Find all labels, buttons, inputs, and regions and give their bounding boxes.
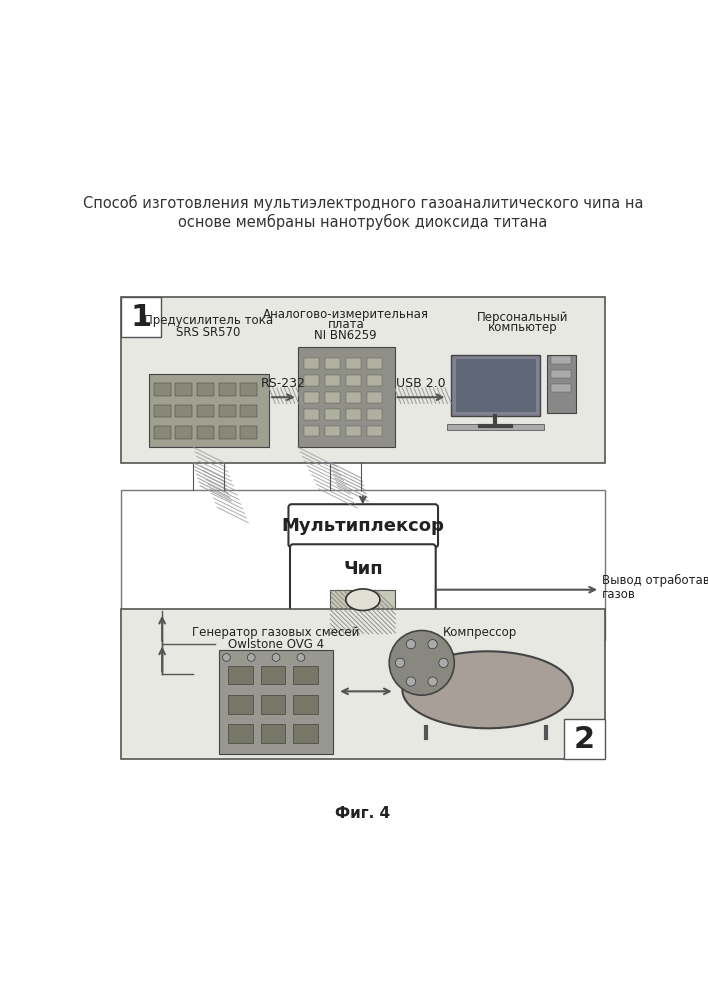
Bar bbox=[176, 405, 193, 417]
Bar bbox=[325, 392, 341, 403]
Bar bbox=[346, 426, 361, 436]
Bar bbox=[304, 358, 319, 369]
Bar bbox=[219, 383, 236, 396]
Bar bbox=[304, 392, 319, 403]
Text: Owlstone OVG 4: Owlstone OVG 4 bbox=[228, 638, 324, 651]
Bar bbox=[346, 358, 361, 369]
Bar bbox=[304, 375, 319, 386]
FancyBboxPatch shape bbox=[290, 544, 435, 627]
Bar bbox=[261, 695, 285, 714]
Ellipse shape bbox=[402, 651, 573, 728]
Bar bbox=[228, 695, 253, 714]
Text: плата: плата bbox=[327, 318, 364, 331]
Circle shape bbox=[428, 640, 438, 649]
Text: Способ изготовления мультиэлектродного газоаналитического чипа на: Способ изготовления мультиэлектродного г… bbox=[83, 195, 643, 211]
Text: газов: газов bbox=[603, 588, 636, 601]
Bar bbox=[325, 375, 341, 386]
Bar bbox=[367, 426, 382, 436]
Bar bbox=[197, 426, 214, 439]
Bar bbox=[551, 370, 571, 378]
Bar bbox=[293, 724, 318, 743]
Bar bbox=[121, 297, 605, 463]
Bar bbox=[197, 383, 214, 396]
Bar bbox=[456, 359, 536, 412]
Circle shape bbox=[247, 654, 255, 661]
Bar bbox=[325, 358, 341, 369]
Bar bbox=[154, 426, 171, 439]
Circle shape bbox=[272, 654, 280, 661]
Bar bbox=[228, 724, 253, 743]
Bar bbox=[121, 490, 605, 640]
Bar bbox=[176, 426, 193, 439]
Circle shape bbox=[439, 658, 448, 667]
Text: 1: 1 bbox=[130, 303, 152, 332]
Bar bbox=[241, 405, 258, 417]
Bar bbox=[261, 666, 285, 684]
Text: компьютер: компьютер bbox=[488, 321, 557, 334]
Bar bbox=[346, 392, 361, 403]
Text: Предусилитель тока: Предусилитель тока bbox=[144, 314, 273, 327]
Bar bbox=[261, 724, 285, 743]
Bar bbox=[447, 424, 544, 430]
Circle shape bbox=[395, 658, 405, 667]
Bar bbox=[219, 650, 333, 754]
Bar bbox=[547, 355, 576, 413]
Text: Фиг. 4: Фиг. 4 bbox=[336, 806, 390, 820]
Bar bbox=[154, 405, 171, 417]
Bar bbox=[564, 719, 605, 759]
Bar bbox=[149, 374, 269, 447]
Bar bbox=[241, 383, 258, 396]
Bar bbox=[219, 405, 236, 417]
Bar bbox=[325, 426, 341, 436]
Text: Компрессор: Компрессор bbox=[442, 626, 517, 639]
Text: SRS SR570: SRS SR570 bbox=[176, 326, 241, 339]
FancyBboxPatch shape bbox=[288, 504, 438, 547]
Bar bbox=[346, 409, 361, 420]
Text: основе мембраны нанотрубок диоксида титана: основе мембраны нанотрубок диоксида тита… bbox=[178, 214, 547, 230]
Text: USB 2.0: USB 2.0 bbox=[396, 377, 446, 390]
Text: NI BN6259: NI BN6259 bbox=[314, 329, 377, 342]
Bar bbox=[367, 375, 382, 386]
Ellipse shape bbox=[346, 589, 380, 610]
Bar bbox=[219, 426, 236, 439]
Bar bbox=[304, 426, 319, 436]
Bar bbox=[367, 358, 382, 369]
Bar bbox=[331, 590, 395, 634]
Bar bbox=[451, 355, 540, 416]
Text: 2: 2 bbox=[574, 725, 595, 754]
Text: Мультиплексор: Мультиплексор bbox=[281, 517, 445, 535]
Bar bbox=[241, 426, 258, 439]
Text: Чип: Чип bbox=[343, 560, 382, 578]
Bar bbox=[154, 383, 171, 396]
Bar bbox=[121, 297, 161, 337]
Circle shape bbox=[406, 640, 416, 649]
Circle shape bbox=[406, 677, 416, 686]
Bar bbox=[367, 392, 382, 403]
Bar bbox=[228, 666, 253, 684]
Circle shape bbox=[389, 631, 455, 695]
Bar bbox=[293, 695, 318, 714]
Text: Персональный: Персональный bbox=[476, 311, 569, 324]
Bar bbox=[367, 409, 382, 420]
Text: RS-232: RS-232 bbox=[261, 377, 305, 390]
Bar bbox=[176, 383, 193, 396]
Bar bbox=[197, 405, 214, 417]
Bar bbox=[293, 666, 318, 684]
Text: Аналогово-измерительная: Аналогово-измерительная bbox=[263, 308, 429, 321]
Text: Генератор газовых смесей: Генератор газовых смесей bbox=[193, 626, 360, 639]
Bar bbox=[121, 609, 605, 759]
Bar bbox=[551, 384, 571, 392]
Bar bbox=[346, 375, 361, 386]
Bar bbox=[298, 347, 394, 447]
Bar bbox=[325, 409, 341, 420]
Bar bbox=[304, 409, 319, 420]
Circle shape bbox=[428, 677, 438, 686]
Circle shape bbox=[297, 654, 304, 661]
Circle shape bbox=[222, 654, 230, 661]
Bar bbox=[551, 356, 571, 364]
Text: Вывод отработавших: Вывод отработавших bbox=[603, 574, 708, 587]
